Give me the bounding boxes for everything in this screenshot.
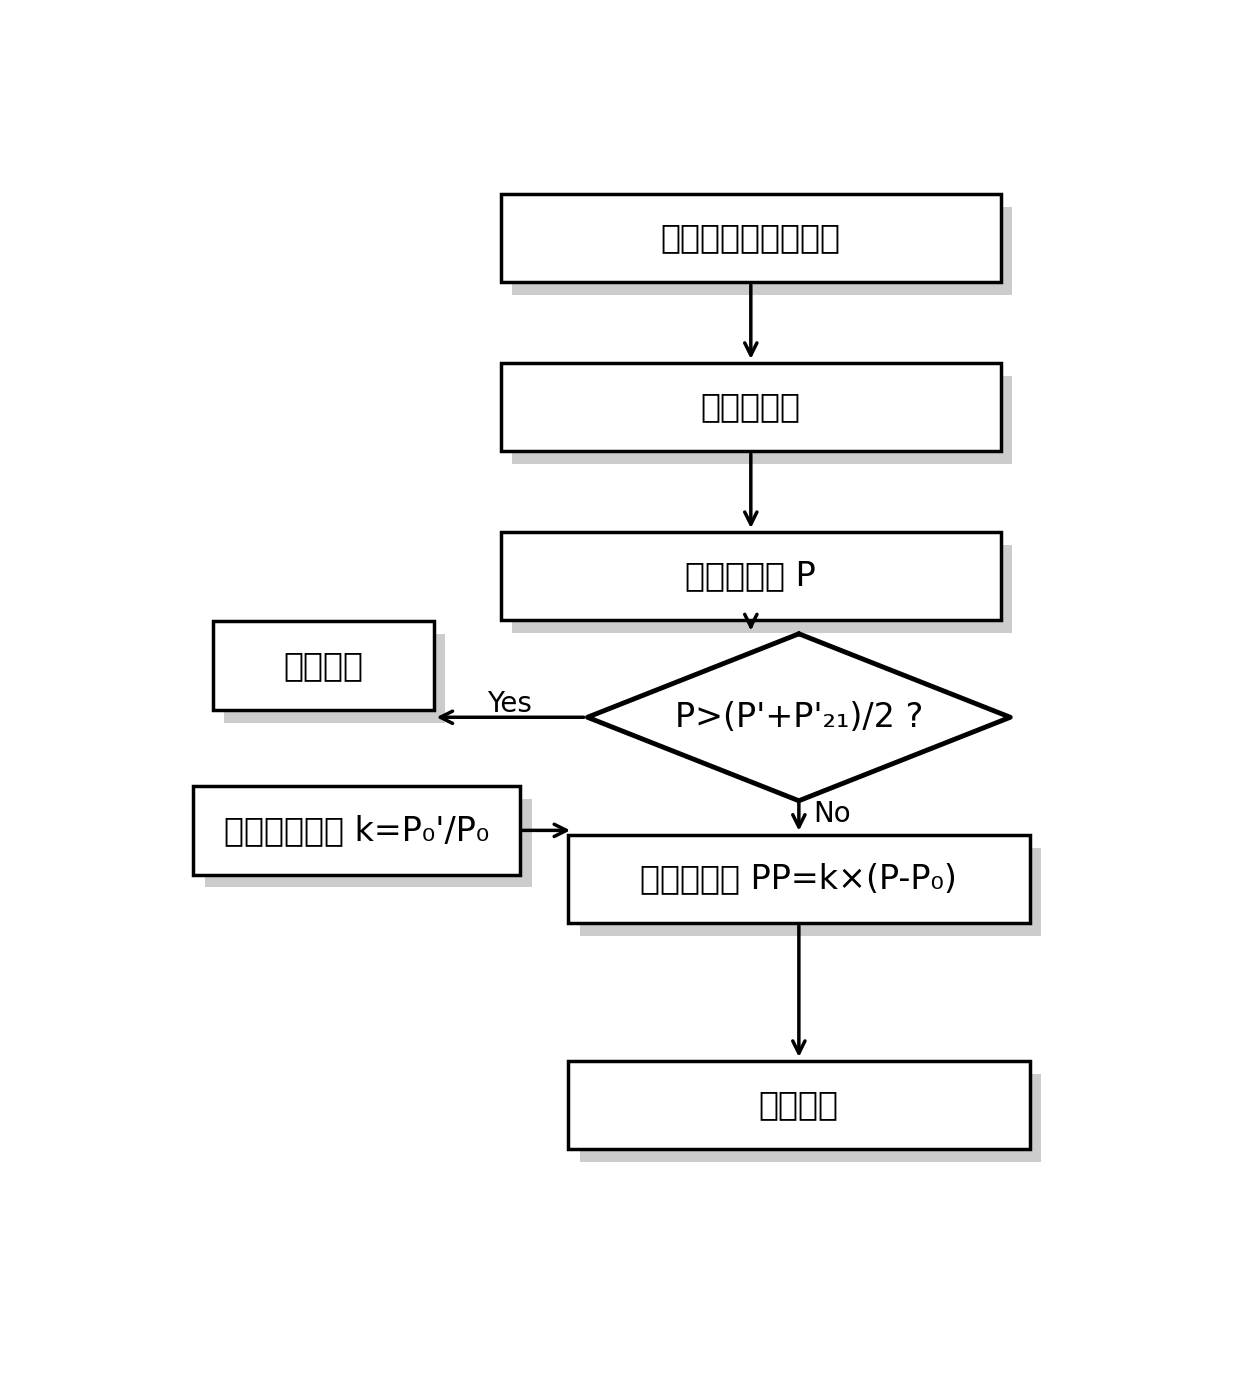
Bar: [501, 362, 1001, 452]
Bar: [512, 376, 1012, 464]
Text: 浓度反演: 浓度反演: [759, 1088, 839, 1122]
Text: Yes: Yes: [486, 690, 532, 718]
Text: 特征值提取 P: 特征值提取 P: [686, 560, 816, 593]
Bar: [501, 193, 1001, 283]
Text: 数据平均及滤波处理: 数据平均及滤波处理: [661, 221, 841, 255]
Bar: [568, 1060, 1029, 1149]
Text: 实际特征值 PP=k×(P-P₀): 实际特征值 PP=k×(P-P₀): [640, 862, 957, 895]
Bar: [580, 1074, 1042, 1163]
Bar: [580, 848, 1042, 936]
Bar: [501, 532, 1001, 620]
Bar: [213, 621, 434, 709]
Bar: [224, 634, 445, 723]
Text: No: No: [813, 800, 851, 828]
Bar: [205, 799, 532, 887]
Bar: [193, 786, 521, 874]
Bar: [512, 546, 1012, 634]
Text: 无瓶信号: 无瓶信号: [283, 649, 363, 683]
Bar: [568, 835, 1029, 923]
Text: 乘法校正因子 k=P₀'/P₀: 乘法校正因子 k=P₀'/P₀: [224, 814, 490, 846]
Polygon shape: [588, 634, 1011, 800]
Text: P>(P'+P'₂₁)/2 ?: P>(P'+P'₂₁)/2 ?: [675, 701, 923, 733]
Bar: [512, 207, 1012, 295]
Text: 非线性校正: 非线性校正: [701, 390, 801, 424]
